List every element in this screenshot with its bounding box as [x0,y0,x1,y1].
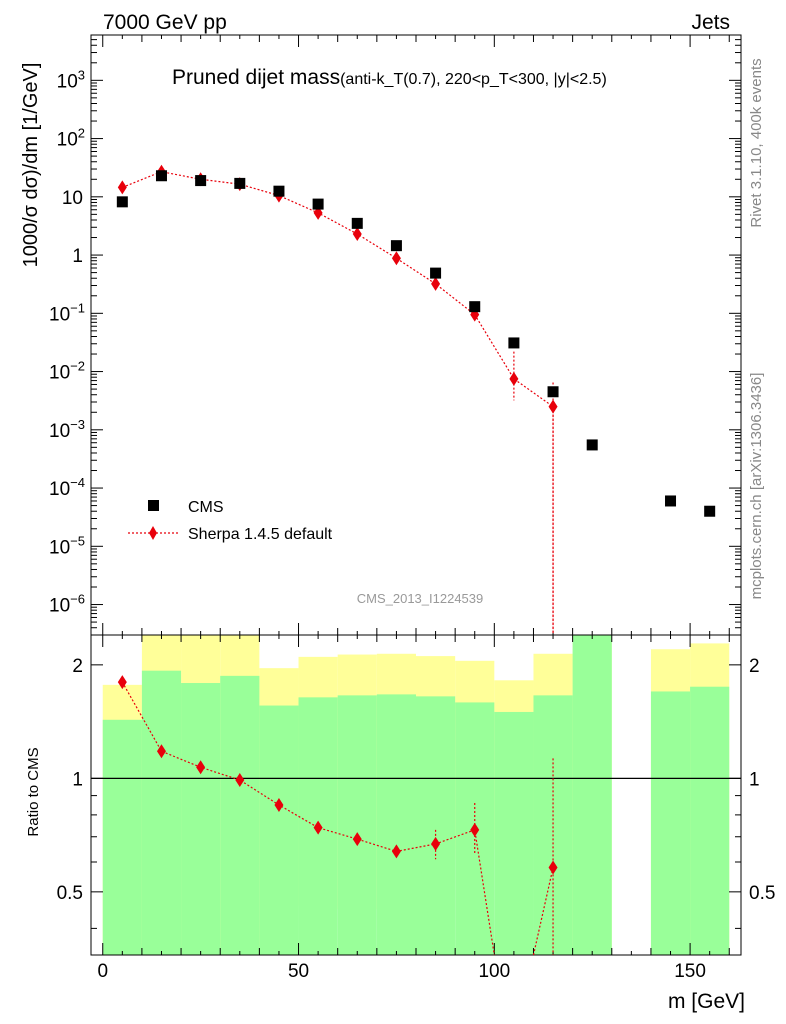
cms-point [312,198,324,210]
main-y-tick-label: 10−2 [49,359,85,384]
cms-point [116,196,128,208]
rivet-label: Rivet 3.1.10, 400k events [748,58,765,227]
x-tick-label: 0 [97,961,108,982]
main-title-text: Pruned dijet mass [172,66,340,89]
ratio-band-green [259,705,299,955]
legend-cms-label: CMS [188,499,224,516]
ratio-line [532,867,554,956]
ratio-point [470,822,480,837]
sherpa-point [431,276,441,291]
main-title-params: (anti-k_T(0.7), 220<p_T<300, |y|<2.5) [340,71,607,88]
cms-point [195,175,207,187]
cms-point [155,170,167,182]
x-tick-label: 50 [288,961,309,982]
ratio-point [548,860,558,875]
cms-point [508,337,520,349]
legend-sherpa-marker [149,526,157,540]
cms-point [469,301,481,313]
cms-point [351,217,363,229]
ratio-point [196,760,206,775]
ratio-band-green [494,711,534,955]
ratio-point [352,832,362,847]
ratio-point [431,836,441,851]
main-y-tick-label: 10−5 [49,533,85,558]
ratio-band-green [416,696,456,955]
x-axis-label: m [GeV] [668,990,745,1013]
ratio-point [391,844,401,859]
legend-cms-marker [148,500,159,511]
main-y-tick-label: 10−1 [49,300,85,325]
header-right: Jets [691,11,730,34]
main-y-tick-label: 10−4 [49,475,85,500]
ratio-band-green [220,675,260,955]
cms-point [390,240,402,252]
ratio-band-green [376,694,416,955]
sherpa-point [352,226,362,241]
main-y-tick-label: 10−6 [49,592,85,617]
sherpa-point [391,251,401,266]
ratio-band-green [102,719,142,955]
ratio-y-tick-label: 2 [72,656,83,677]
ratio-y-tick-label: 0.5 [57,883,83,904]
ratio-point [117,675,127,690]
ratio-marks [117,675,558,956]
ratio-y-tick-label-right: 0.5 [749,883,775,904]
sherpa-line [122,171,554,635]
cms-point [547,386,559,398]
ratio-y-axis-label: Ratio to CMS [25,747,42,836]
main-y-axis-label: 1000/σ dσ)/dm [1/GeV] [20,63,42,268]
x-tick-label: 100 [478,961,510,982]
mcplots-label: mcplots.cern.ch [arXiv:1306.3436] [748,373,765,600]
ratio-band-green [181,683,221,955]
ratio-point [156,744,166,759]
ratio-point [313,820,323,835]
ratio-y-tick-label-right: 1 [749,769,760,790]
cms-point [273,185,285,197]
cms-point [704,505,716,517]
legend-sherpa-label: Sherpa 1.4.5 default [188,526,333,543]
sherpa-point [548,399,558,414]
ratio-panel: 0.5 0.5 1 1 2 2 0 50 100 150 [57,634,775,982]
ratio-band-green [572,635,612,955]
cms-point [586,439,598,451]
x-tick-label: 150 [674,961,706,982]
cms-point [430,267,442,279]
ratio-band-green [650,691,691,955]
ratio-point [274,797,284,812]
header-left: 7000 GeV pp [103,11,227,34]
legend: CMS Sherpa 1.4.5 default [128,499,333,543]
sherpa-point [509,371,519,386]
ratio-y-tick-label-right: 2 [749,656,760,677]
ratio-band-green [337,695,377,955]
watermark: CMS_2013_I1224539 [357,591,484,606]
main-y-tick-label: 103 [57,67,85,92]
main-panel: 10−6 10−5 10−4 10−3 10−2 10−1 1 10 102 103 [49,34,742,636]
main-y-tick-label: 10−3 [49,417,85,442]
ratio-band-green [141,670,182,955]
main-title: Pruned dijet mass(anti-k_T(0.7), 220<p_T… [172,66,607,89]
cms-point [234,177,246,189]
ratio-band-green [690,686,730,955]
main-y-tick-label: 1 [72,246,83,267]
main-y-tick-label: 10 [62,188,83,209]
main-marks [116,164,716,635]
main-y-tick-label: 102 [57,126,85,151]
ratio-point [235,772,245,787]
ratio-y-tick-label: 1 [72,769,83,790]
cms-point [665,495,677,507]
sherpa-point [117,180,127,195]
main-frame [90,34,742,636]
